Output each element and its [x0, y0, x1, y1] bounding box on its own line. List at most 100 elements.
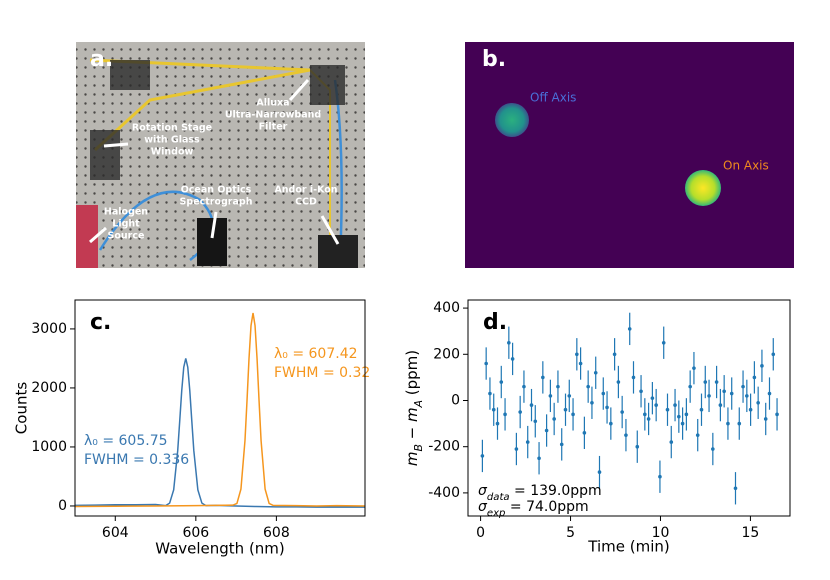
text-part: m — [403, 452, 421, 467]
photo-annotation: Spectrograph — [180, 197, 253, 208]
data-point — [684, 412, 689, 417]
optics — [90, 130, 120, 180]
data-point — [541, 375, 545, 380]
series-line — [74, 358, 365, 508]
text-part: data — [487, 492, 510, 503]
text-part: B — [412, 444, 425, 451]
data-point — [643, 412, 647, 417]
stat-annotation: σexp = 74.0ppm — [478, 499, 589, 519]
spectrograph — [197, 218, 227, 266]
chart: 604 606 608 0 1000 2000 3000 Wavelength (nm) Cou… — [13, 299, 370, 558]
data-point — [563, 407, 568, 412]
photo-annotation: Halogen — [104, 207, 148, 218]
y-tick-label: 0 — [451, 392, 460, 408]
arrow — [320, 215, 340, 245]
data-point — [763, 417, 768, 421]
data-point — [726, 421, 730, 426]
peak-annotation: FWHM = 0.336 — [84, 452, 189, 468]
data-point — [556, 384, 560, 389]
y-axis-label: Counts — [13, 382, 31, 435]
image-annotation: On Axis — [723, 159, 769, 173]
y-axis-label: mB − mA (ppm) — [403, 350, 425, 466]
data-point — [537, 456, 541, 461]
panel-label: d. — [483, 310, 507, 335]
on-axis-spot — [685, 170, 721, 206]
data-point — [692, 366, 696, 370]
data-point — [559, 442, 564, 447]
data-point — [680, 421, 685, 426]
data-point — [658, 474, 662, 479]
data-point — [533, 419, 538, 424]
x-tick-label: 10 — [652, 525, 670, 541]
data-point — [480, 454, 485, 458]
photo-annotation: Ultra-Narrowband — [225, 110, 321, 121]
data-point — [624, 433, 628, 437]
text-part: exp — [487, 508, 506, 519]
off-axis-spot — [495, 103, 529, 137]
data-point — [752, 375, 757, 380]
x-axis-label: Time (min) — [587, 538, 669, 556]
data-point — [756, 401, 760, 405]
data-point — [605, 405, 609, 410]
data-point — [688, 384, 692, 389]
arrow — [89, 226, 107, 244]
data-point — [654, 403, 658, 407]
x-tick-label: 0 — [476, 525, 485, 541]
data-point — [514, 447, 519, 451]
x-tick-label: 5 — [566, 525, 575, 541]
data-point — [525, 440, 530, 444]
data-point — [760, 364, 764, 368]
data-point — [639, 389, 643, 394]
image-background — [465, 42, 794, 268]
y-tick-label: 400 — [433, 300, 460, 316]
data-point — [627, 327, 632, 331]
data-point — [669, 440, 674, 444]
data-point — [586, 384, 590, 389]
data-point — [718, 403, 723, 407]
data-point — [677, 414, 681, 419]
light-source — [76, 205, 98, 268]
x-axis-label: Wavelength (nm) — [155, 540, 285, 558]
data-point — [745, 394, 749, 398]
text-part: (ppm) — [403, 350, 421, 400]
stat-annotation: σdata = 139.0ppm — [478, 483, 602, 503]
peak-annotation: λ₀ = 607.42 — [274, 346, 358, 362]
data-point — [488, 391, 492, 396]
data-point — [737, 421, 742, 426]
data-point — [665, 407, 670, 412]
data-point — [616, 380, 621, 384]
plot-frame — [467, 299, 791, 517]
y-tick-label: 200 — [433, 346, 460, 362]
ccd — [318, 235, 358, 268]
peak-annotation: λ₀ = 605.75 — [84, 433, 168, 449]
text-part: σ — [478, 499, 488, 515]
camera-image — [465, 42, 794, 268]
text-part: = 74.0ppm — [505, 499, 588, 515]
arrow — [103, 142, 129, 148]
data-point — [507, 340, 511, 345]
data-point — [646, 417, 651, 421]
y-tick-label: -400 — [428, 485, 460, 501]
data-point — [722, 389, 726, 394]
photo-annotation: Window — [151, 147, 194, 158]
photo-annotation: Alluxa — [256, 98, 289, 109]
beam-path — [89, 58, 311, 152]
plot-frame — [74, 299, 366, 517]
y-tick-label: -200 — [428, 439, 460, 455]
data-point — [703, 380, 708, 384]
photo-annotation: Ocean Optics — [181, 185, 252, 196]
image-annotation: Off Axis — [530, 91, 576, 105]
y-tick-label: 3000 — [31, 321, 67, 337]
y-tick-label: 0 — [58, 498, 67, 514]
data-point — [601, 391, 606, 396]
data-point — [529, 403, 534, 407]
data-point — [635, 444, 640, 449]
photo-annotation: Filter — [259, 122, 288, 133]
data-point — [661, 340, 666, 345]
data-point — [707, 394, 711, 398]
data-point — [775, 412, 779, 417]
text-part: m — [403, 407, 421, 422]
data-point — [548, 394, 553, 398]
data-point — [590, 401, 594, 405]
